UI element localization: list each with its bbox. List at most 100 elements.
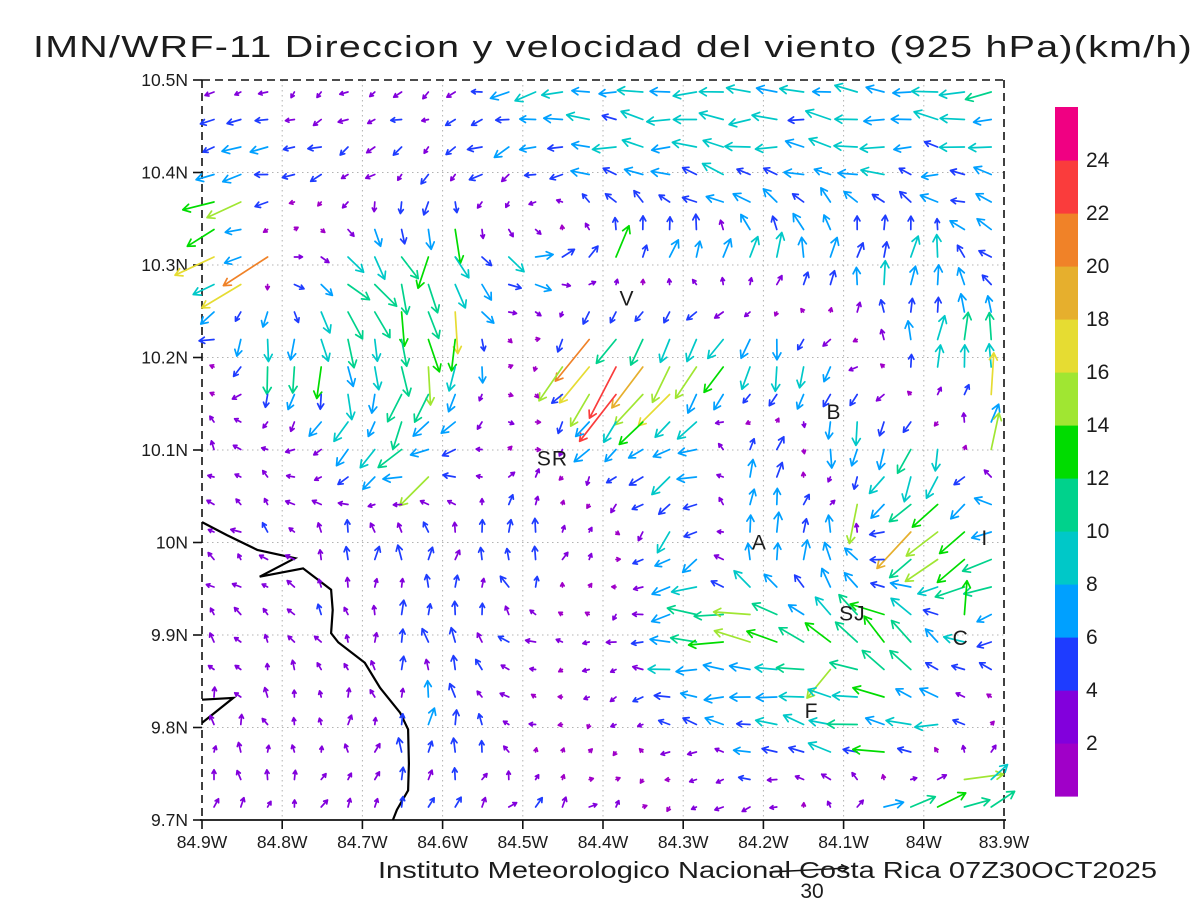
- wind-arrow: [555, 638, 564, 644]
- wind-arrow: [585, 476, 591, 486]
- wind-arrow: [442, 472, 457, 480]
- wind-arrow: [281, 173, 296, 180]
- wind-arrow: [466, 144, 483, 153]
- wind-arrow: [820, 773, 832, 781]
- wind-arrow: [320, 228, 326, 234]
- wind-arrow: [395, 737, 404, 753]
- wind-arrow: [359, 448, 376, 469]
- wind-arrow: [212, 745, 218, 753]
- wind-arrow: [581, 667, 591, 673]
- wind-arrow: [530, 693, 537, 699]
- wind-arrow: [200, 283, 242, 309]
- wind-arrow: [664, 776, 671, 783]
- wind-arrow: [736, 167, 751, 176]
- wind-arrow: [313, 476, 323, 482]
- wind-arrow: [861, 649, 885, 671]
- wind-arrow: [312, 118, 323, 127]
- wind-arrow: [367, 502, 376, 509]
- wind-arrow: [978, 249, 993, 258]
- wind-arrow: [262, 607, 269, 616]
- wind-arrow: [671, 138, 698, 149]
- wind-arrow: [400, 283, 411, 316]
- wind-arrow: [961, 558, 993, 574]
- wind-arrow: [574, 421, 591, 438]
- wind-arrow: [427, 797, 435, 808]
- wind-arrow: [784, 138, 805, 148]
- wind-arrow: [209, 440, 215, 451]
- wind-arrow: [307, 144, 323, 152]
- colorbar-segment: [1055, 160, 1078, 214]
- wind-arrow: [800, 471, 807, 478]
- wind-arrow: [856, 799, 865, 808]
- wind-arrow: [561, 282, 572, 288]
- wind-arrow: [677, 447, 698, 457]
- wind-arrow: [775, 663, 805, 673]
- wind-arrow: [849, 448, 859, 467]
- wind-arrow: [547, 144, 564, 152]
- wind-arrow: [427, 338, 442, 373]
- wind-arrow: [532, 366, 538, 372]
- wind-arrow: [749, 437, 756, 451]
- wind-arrow: [392, 502, 403, 508]
- wind-arrow: [181, 201, 215, 213]
- wind-arrow: [632, 585, 644, 592]
- wind-arrow: [796, 338, 805, 351]
- wind-arrow: [686, 311, 698, 321]
- wind-arrow: [583, 695, 591, 701]
- wind-arrow: [748, 276, 754, 286]
- wind-arrow: [344, 518, 351, 533]
- wind-arrow: [497, 635, 510, 643]
- wind-arrow: [451, 767, 459, 781]
- wind-arrow: [233, 417, 242, 423]
- wind-arrow: [676, 421, 698, 440]
- wind-arrow: [856, 301, 862, 313]
- wind-arrow: [849, 601, 885, 616]
- wind-arrow: [976, 217, 993, 231]
- wind-arrow: [901, 476, 912, 503]
- wind-arrow: [235, 769, 242, 781]
- wind-arrow: [623, 166, 644, 176]
- wind-arrow: [534, 773, 540, 781]
- wind-arrow: [681, 558, 698, 574]
- wind-arrow: [261, 717, 269, 726]
- wind-arrow: [769, 804, 778, 811]
- wind-arrow: [749, 235, 760, 258]
- reference-vector-value: 30: [800, 880, 823, 900]
- wind-arrow: [399, 712, 406, 726]
- lon-tick-label: 84.2W: [738, 832, 789, 852]
- wind-arrow: [614, 530, 621, 536]
- wind-arrow: [399, 655, 407, 671]
- wind-arrow: [261, 469, 269, 478]
- wind-arrow: [942, 633, 966, 644]
- wind-arrow: [650, 167, 671, 178]
- wind-arrow: [826, 719, 859, 729]
- wind-arrow: [343, 606, 349, 616]
- wind-arrow: [826, 448, 837, 469]
- wind-arrow: [507, 493, 515, 506]
- colorbar-segment: [1055, 637, 1078, 691]
- lon-tick-label: 84.6W: [417, 832, 468, 852]
- colorbar-tick-label: 20: [1086, 255, 1109, 278]
- wind-arrow: [478, 518, 486, 533]
- wind-arrow: [446, 499, 457, 506]
- lon-tick-label: 84W: [906, 832, 942, 852]
- wind-arrow: [658, 194, 671, 203]
- wind-arrow: [963, 797, 991, 808]
- colorbar-tick-label: 22: [1086, 202, 1109, 225]
- wind-arrow: [317, 690, 323, 698]
- wind-arrow: [286, 608, 296, 616]
- wind-arrow: [732, 746, 751, 756]
- wind-arrow: [666, 806, 672, 813]
- wind-arrow: [475, 473, 483, 480]
- wind-arrow: [427, 283, 441, 314]
- wind-arrow: [990, 412, 1003, 451]
- wind-arrow: [308, 421, 323, 437]
- wind-arrow: [284, 499, 296, 506]
- wind-arrow: [261, 583, 269, 589]
- wind-arrow: [913, 109, 939, 121]
- wind-arrow: [936, 773, 948, 781]
- wind-arrow: [768, 393, 778, 407]
- wind-arrow: [834, 114, 859, 125]
- wind-arrow: [654, 421, 671, 439]
- wind-arrow: [650, 144, 671, 154]
